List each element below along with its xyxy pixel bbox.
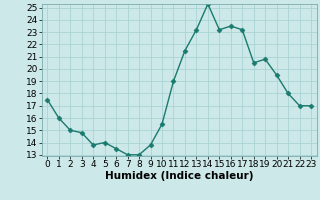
X-axis label: Humidex (Indice chaleur): Humidex (Indice chaleur) (105, 171, 253, 181)
